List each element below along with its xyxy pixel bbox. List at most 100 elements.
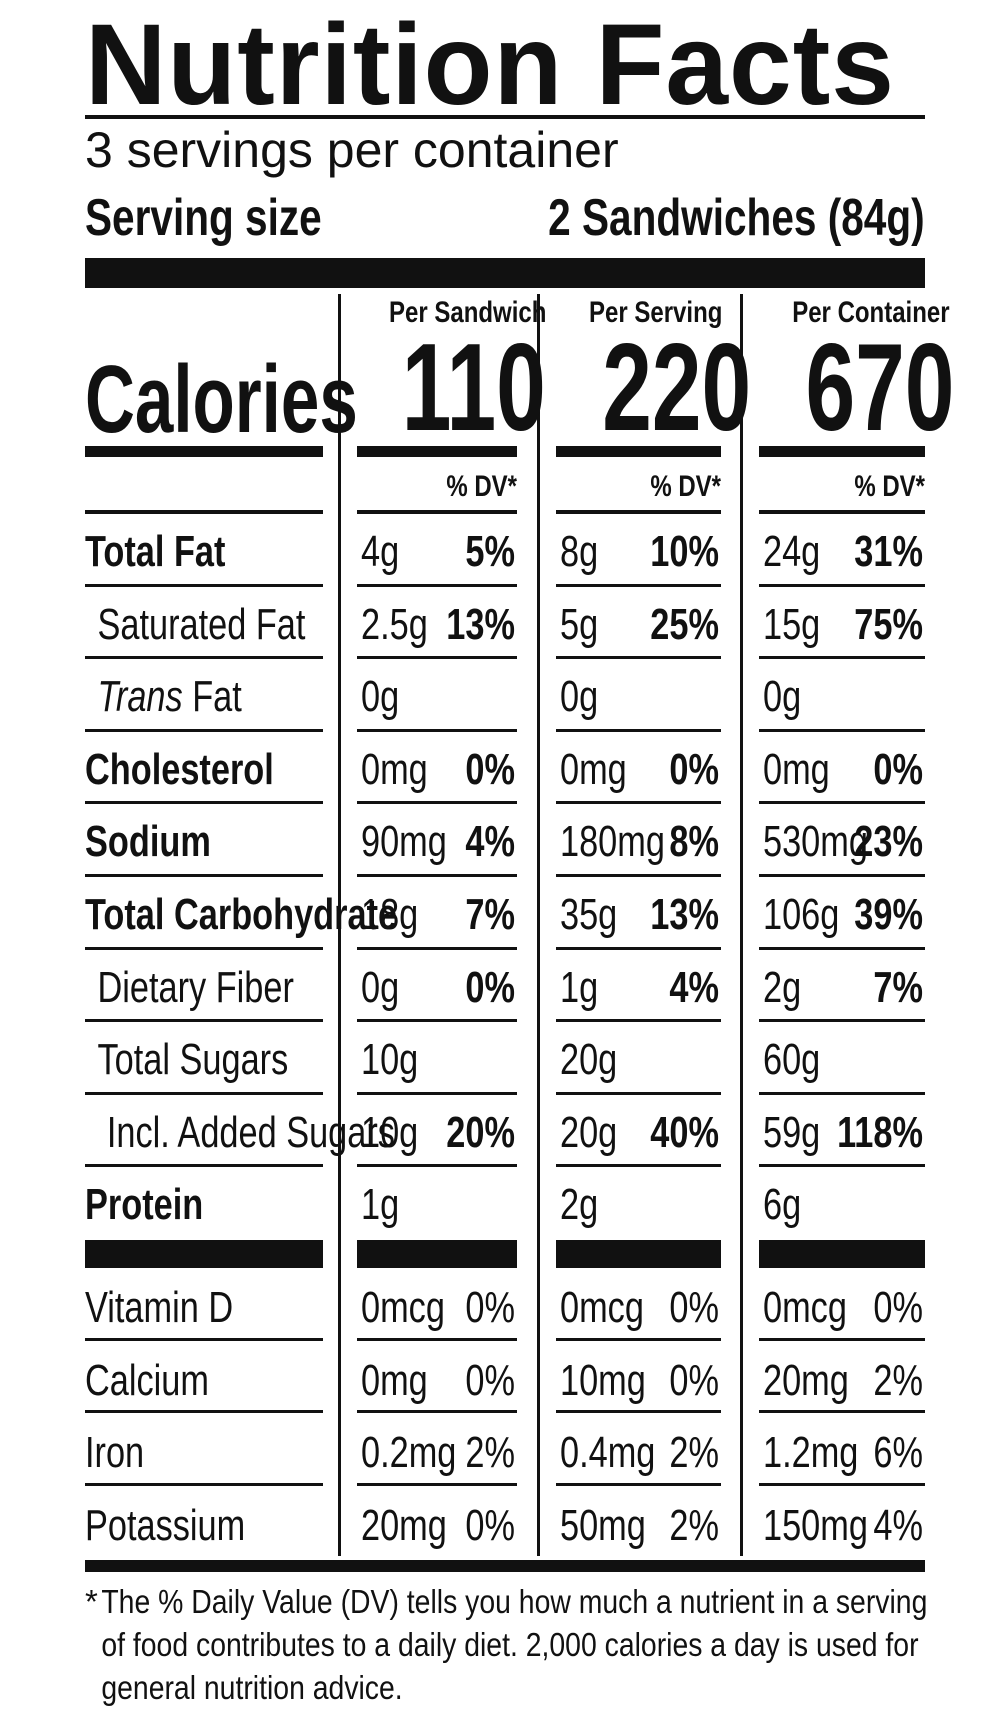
- nutrient-label: Dietary Fiber: [85, 965, 293, 1010]
- nutrient-label: Cholesterol: [85, 744, 274, 794]
- nutrient-amount: 2g: [560, 1180, 599, 1230]
- row-rule: [759, 728, 925, 732]
- vitamin-amount: 20mg: [361, 1500, 447, 1550]
- nutrient-label-text: Total Sugars: [97, 1035, 289, 1085]
- nutrient-dv: 31%: [854, 527, 923, 576]
- nutrient-dv: 23%: [854, 817, 923, 867]
- vitamin-label: Iron: [85, 1428, 145, 1477]
- nutrient-label: Total Sugars: [85, 1038, 288, 1082]
- nutrient-label-text: Sodium: [85, 817, 211, 867]
- column-separator: [740, 294, 743, 1556]
- row-rule: [556, 1410, 721, 1413]
- nutrient-label: Total Fat: [85, 530, 225, 574]
- row-rule: [556, 946, 721, 950]
- row-rule: [556, 1337, 721, 1341]
- vitamin-label: Vitamin D: [85, 1283, 234, 1332]
- nutrient-dv: 25%: [650, 599, 719, 649]
- serving-size-value: 2 Sandwiches (84g): [548, 189, 925, 247]
- row-rule: [759, 1337, 925, 1341]
- calories-label: Calories: [85, 346, 358, 453]
- row-rule: [85, 801, 323, 805]
- nutrient-dv: 7%: [465, 890, 515, 939]
- nutrient-amount: 4g: [361, 527, 400, 576]
- nutrient-amount: 2.5g: [361, 599, 428, 649]
- row-rule: [357, 1019, 517, 1023]
- row-rule: [556, 801, 721, 805]
- vitamin-amount: 0mcg: [361, 1283, 445, 1332]
- vitamin-thick-bar: [357, 1240, 517, 1268]
- column-header: Per Serving: [589, 296, 723, 329]
- nutrient-amount: 20g: [560, 1107, 618, 1157]
- nutrient-label: Sodium: [85, 820, 211, 864]
- calories-value: 220: [602, 319, 752, 457]
- vitamin-dv: 2%: [465, 1428, 515, 1477]
- nutrient-label-text: Fat: [182, 672, 242, 722]
- row-rule: [357, 583, 517, 587]
- row-rule: [357, 1337, 517, 1341]
- row-rule: [85, 1019, 323, 1023]
- vitamin-amount: 0mg: [361, 1355, 428, 1405]
- column-header: Per Container: [792, 296, 950, 329]
- nutrient-label: Saturated Fat: [85, 602, 305, 647]
- row-rule: [759, 801, 925, 805]
- nutrient-label-text: Cholesterol: [85, 744, 274, 794]
- nutrient-label-text: Total Carbohydrate: [85, 890, 398, 939]
- row-rule: [759, 1482, 925, 1486]
- nutrient-amount: 35g: [560, 890, 618, 939]
- row-rule: [759, 1164, 925, 1168]
- nutrient-amount: 8g: [560, 527, 599, 576]
- row-rule: [85, 1410, 323, 1413]
- vitamin-amount: 0.4mg: [560, 1428, 656, 1477]
- vitamin-dv: 2%: [873, 1355, 923, 1405]
- nutrient-dv: 8%: [669, 817, 719, 867]
- nutrient-dv: 7%: [873, 962, 923, 1012]
- row-rule: [556, 728, 721, 732]
- row-rule: [759, 1410, 925, 1413]
- row-rule: [759, 1019, 925, 1023]
- nutrient-label: Incl. Added Sugars: [85, 1110, 395, 1155]
- row-rule: [357, 728, 517, 732]
- row-rule: [357, 946, 517, 950]
- row-rule: [85, 656, 323, 660]
- vitamin-amount: 1.2mg: [763, 1428, 859, 1477]
- nutrition-label: Nutrition Facts 3 servings per container…: [85, 0, 954, 1722]
- row-rule: [357, 801, 517, 805]
- vitamin-dv: 2%: [669, 1500, 719, 1550]
- vitamin-dv: 4%: [873, 1500, 923, 1550]
- nutrient-dv: 75%: [854, 599, 923, 649]
- row-rule: [556, 1482, 721, 1486]
- nutrient-amount: 6g: [763, 1180, 802, 1230]
- row-rule: [759, 656, 925, 660]
- nutrient-dv: 4%: [465, 817, 515, 867]
- vitamin-amount: 0mcg: [763, 1283, 847, 1332]
- dv-header: % DV*: [650, 470, 721, 503]
- row-rule: [759, 583, 925, 587]
- row-rule: [85, 728, 323, 732]
- calories-value: 110: [401, 319, 546, 457]
- row-rule: [85, 1337, 323, 1341]
- vitamin-amount: 150mg: [763, 1500, 868, 1550]
- nutrient-amount: 2g: [763, 962, 802, 1012]
- vitamin-dv: 6%: [873, 1428, 923, 1477]
- serving-size-label: Serving size: [85, 189, 322, 247]
- row-rule: [85, 1482, 323, 1486]
- nutrient-amount: 20g: [560, 1035, 618, 1085]
- nutrient-dv: 118%: [837, 1107, 923, 1157]
- vitamin-amount: 10mg: [560, 1355, 646, 1405]
- column-separator: [537, 294, 540, 1556]
- row-rule: [556, 583, 721, 587]
- calories-rule: [357, 446, 517, 457]
- nutrient-dv: 5%: [465, 527, 515, 576]
- row-rule: [85, 510, 323, 514]
- dv-header: % DV*: [446, 470, 517, 503]
- nutrient-amount: 0g: [560, 672, 599, 722]
- row-rule: [556, 874, 721, 877]
- row-rule: [85, 946, 323, 950]
- servings-per-container: 3 servings per container: [85, 122, 619, 178]
- nutrient-amount: 530mg: [763, 817, 868, 867]
- row-rule: [357, 1164, 517, 1168]
- row-rule: [357, 874, 517, 877]
- vitamin-dv: 0%: [669, 1355, 719, 1405]
- nutrient-amount: 10g: [361, 1107, 419, 1157]
- nutrient-dv: 39%: [854, 890, 923, 939]
